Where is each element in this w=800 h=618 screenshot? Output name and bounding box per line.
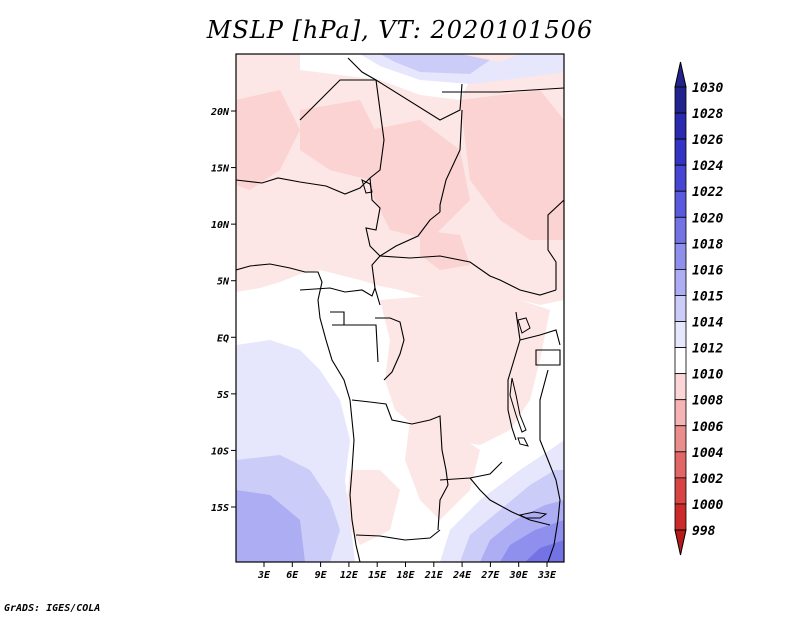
colorbar-segment	[674, 190, 687, 218]
colorbar-segment	[674, 216, 687, 244]
colorbar-segment	[674, 373, 687, 401]
colorbar: 1030 1028 1026 1024 1022 1020 1018 1016 1015 1014…	[674, 61, 723, 556]
map-title: MSLP [hPa], VT: 2020101506	[206, 16, 594, 44]
lon-label: 15E	[368, 570, 387, 581]
colorbar-label: 1010	[692, 368, 723, 383]
colorbar-label: 1000	[692, 498, 723, 513]
latitude-axis: 20N 15N 10N 5N EQ 5S 10S 15S	[210, 107, 236, 514]
lat-label: 15N	[211, 164, 230, 175]
lat-label: 10S	[211, 446, 229, 457]
political-borders	[236, 57, 564, 562]
colorbar-top-arrow	[674, 61, 687, 88]
lon-label: 3E	[257, 570, 271, 581]
colorbar-segment	[674, 321, 687, 348]
colorbar-label: 1002	[692, 472, 723, 487]
colorbar-segment	[674, 295, 687, 322]
colorbar-label: 1022	[692, 185, 723, 200]
colorbar-segment	[674, 138, 687, 166]
colorbar-segment	[674, 477, 687, 505]
colorbar-label: 1028	[692, 107, 723, 122]
lon-label: 12E	[340, 570, 359, 581]
colorbar-label: 1018	[692, 237, 723, 252]
footer-credit: GrADS: IGES/COLA	[4, 603, 101, 614]
colorbar-label: 1015	[692, 289, 723, 304]
colorbar-label: 998	[692, 524, 716, 539]
colorbar-label: 1012	[692, 342, 723, 357]
lat-label: 10N	[211, 220, 230, 231]
colorbar-segment	[674, 399, 687, 427]
lat-label: 15S	[211, 503, 229, 514]
map-frame	[235, 53, 565, 563]
colorbar-label: 1030	[692, 81, 723, 96]
colorbar-segment	[674, 425, 687, 453]
lat-label: 5N	[217, 277, 230, 288]
colorbar-segment	[674, 269, 687, 296]
colorbar-label: 1016	[692, 263, 723, 278]
lat-label: 5S	[217, 390, 229, 401]
lat-label: EQ	[217, 333, 229, 344]
colorbar-label: 1026	[692, 133, 723, 148]
colorbar-segment	[674, 503, 687, 531]
lon-label: 18E	[396, 570, 415, 581]
colorbar-label: 1020	[692, 211, 723, 226]
colorbar-segment	[674, 86, 687, 114]
colorbar-label: 1024	[692, 159, 723, 174]
lon-label: 33E	[537, 570, 557, 581]
longitude-axis: 3E 6E 9E 12E 15E 18E 21E 24E 27E 30E 33E	[257, 562, 557, 581]
colorbar-segment	[674, 451, 687, 479]
pressure-field	[236, 54, 564, 562]
colorbar-segment	[674, 347, 687, 375]
lon-label: 21E	[424, 570, 444, 581]
colorbar-bottom-arrow	[674, 529, 687, 556]
colorbar-segment	[674, 242, 687, 270]
lon-label: 27E	[480, 570, 500, 581]
colorbar-segment	[674, 112, 687, 140]
colorbar-label: 1008	[692, 394, 723, 409]
lat-label: 20N	[210, 107, 230, 118]
lon-label: 6E	[286, 570, 299, 581]
colorbar-label: 1014	[692, 316, 723, 331]
colorbar-label: 1006	[692, 420, 723, 435]
lon-label: 24E	[452, 570, 472, 581]
colorbar-label: 1004	[692, 446, 723, 461]
lon-label: 9E	[315, 570, 328, 581]
lon-label: 30E	[509, 570, 529, 581]
lakes	[361, 179, 548, 519]
colorbar-segment	[674, 164, 687, 192]
